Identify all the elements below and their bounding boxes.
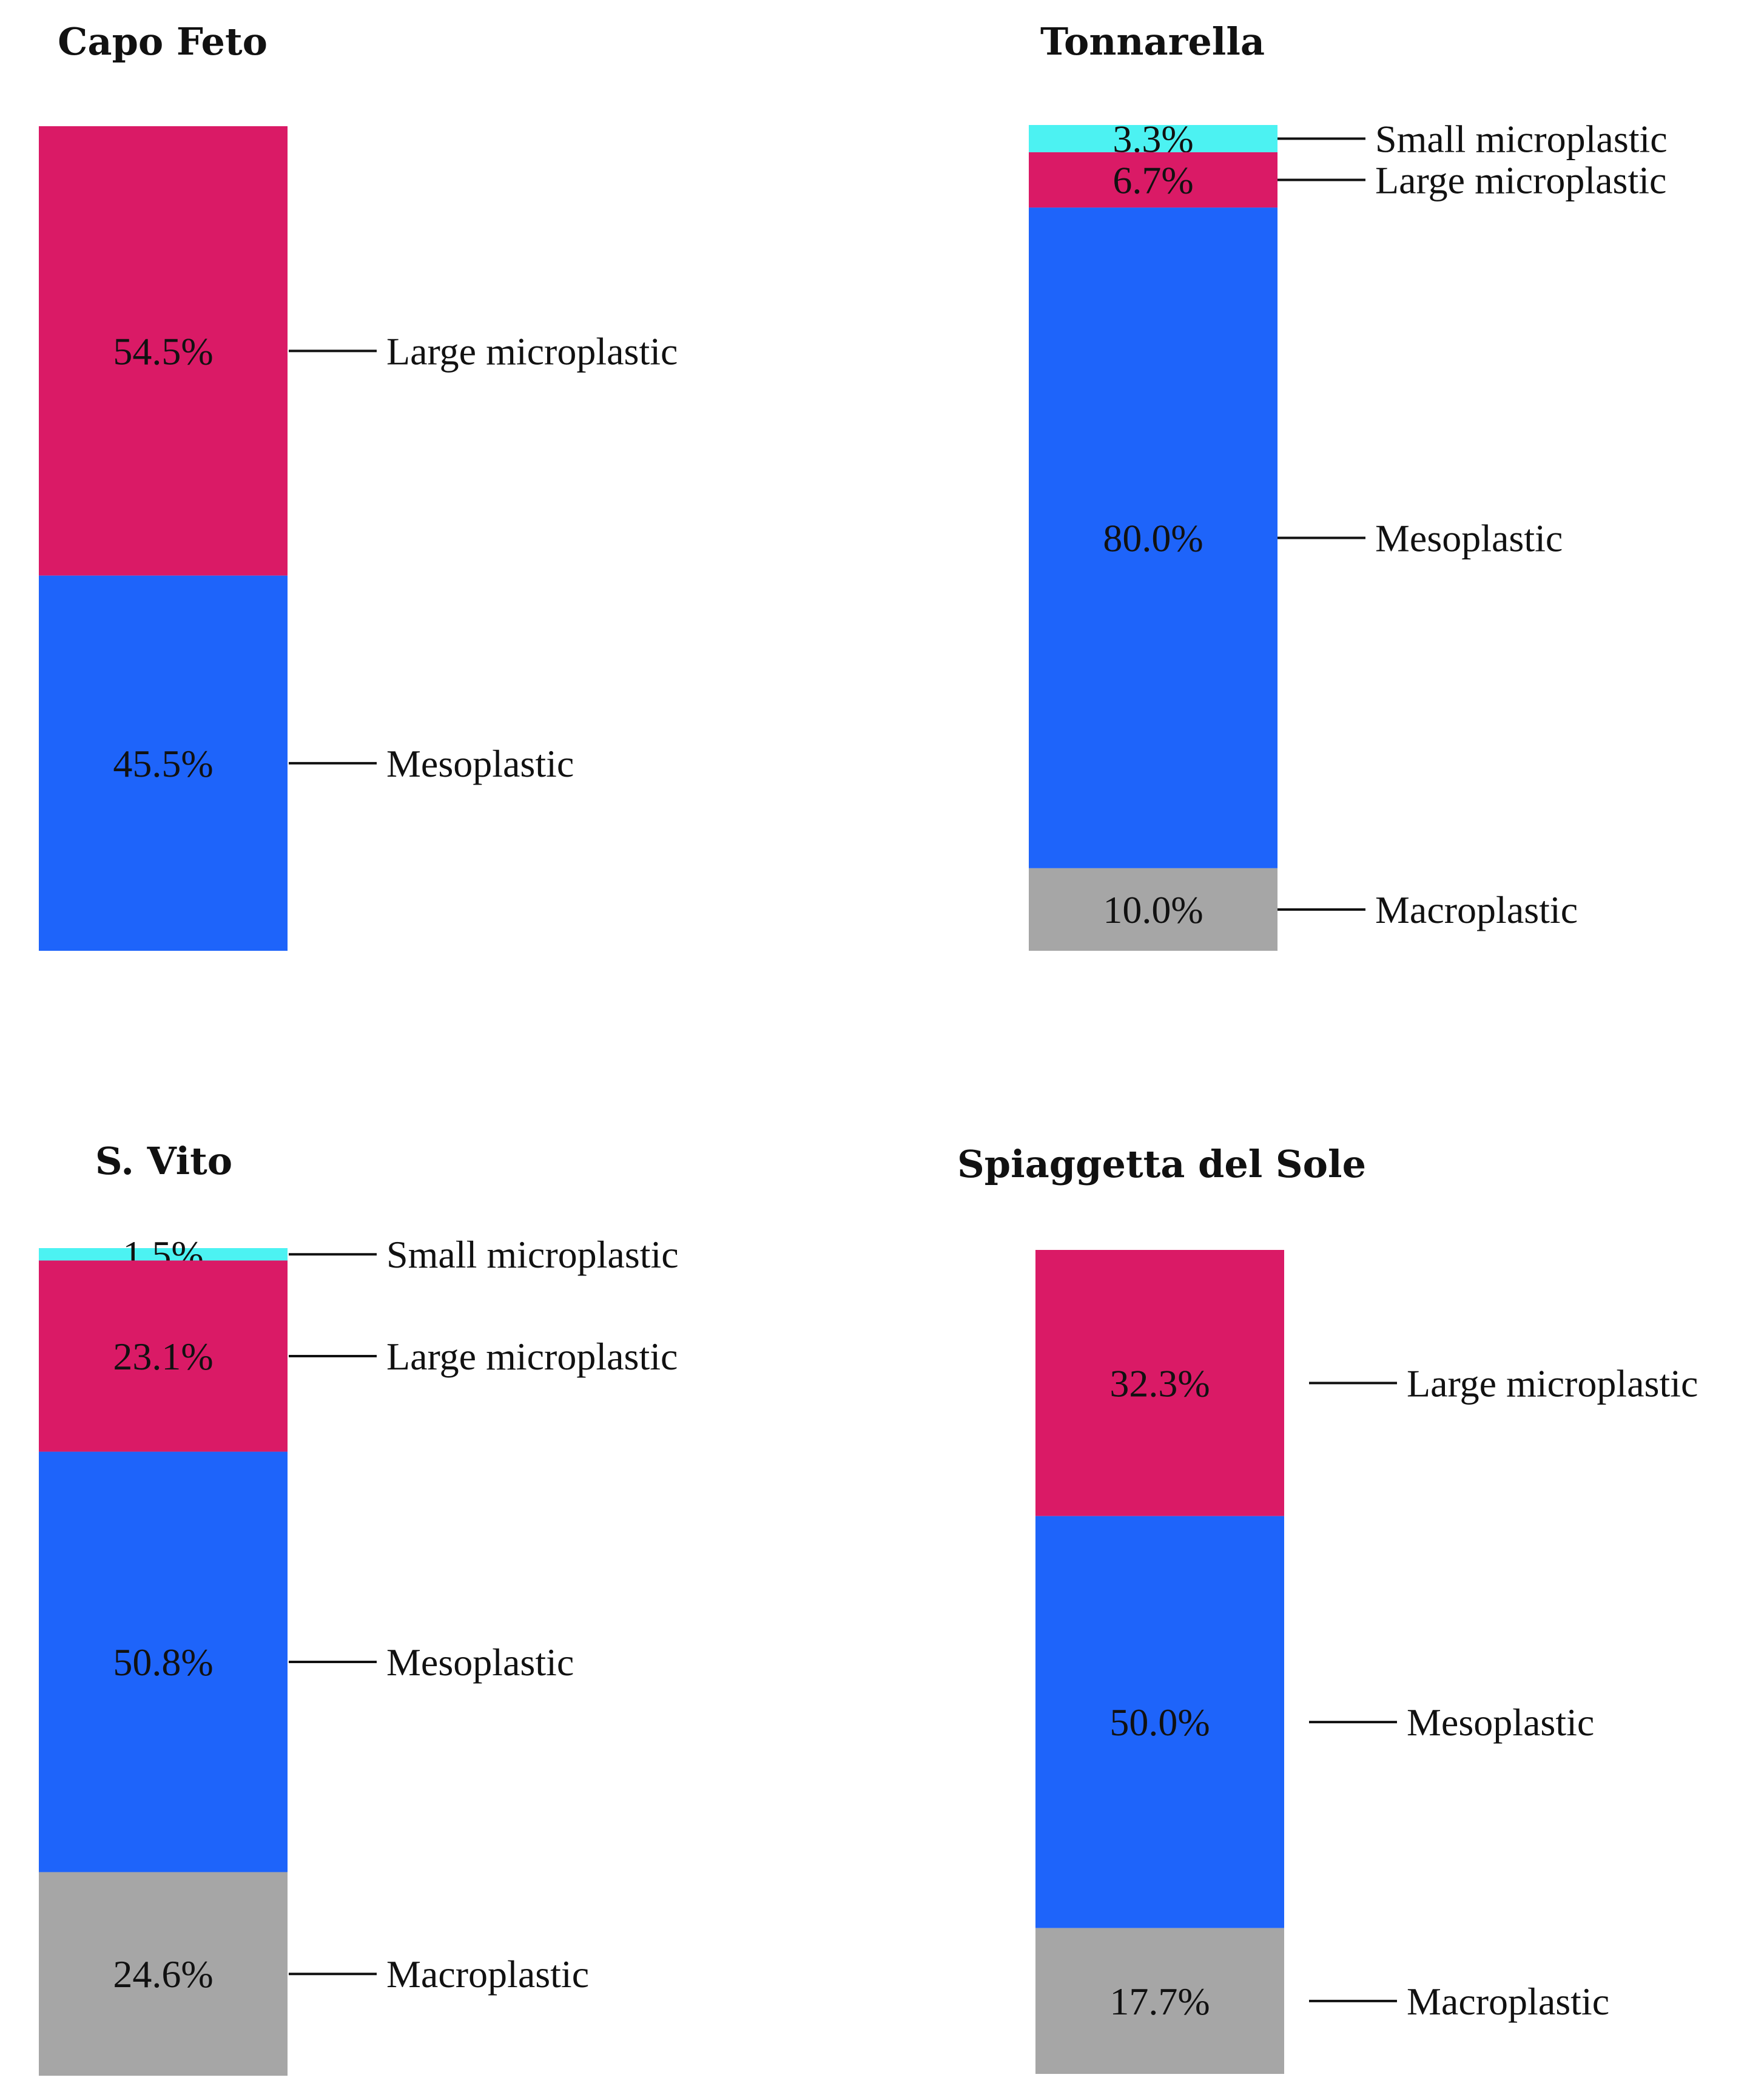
tonnarella-category-label-large-microplastic: Large microplastic — [1375, 159, 1666, 202]
capo-feto-title: Capo Feto — [58, 19, 268, 64]
tonnarella-bar-segment-large-microplastic — [1029, 152, 1277, 208]
tonnarella-value-label-large-microplastic: 6.7% — [1112, 159, 1193, 202]
spiaggetta-del-sole-title: Spiaggetta del Sole — [957, 1142, 1366, 1186]
tonnarella-category-label-small-microplastic: Small microplastic — [1375, 117, 1668, 160]
spiaggetta-del-sole-bar-segment-large-microplastic — [1035, 1250, 1284, 1516]
capo-feto-value-label-mesoplastic: 45.5% — [113, 742, 213, 785]
tonnarella-bar-segment-mesoplastic — [1029, 208, 1277, 868]
capo-feto-value-label-large-microplastic: 54.5% — [113, 329, 213, 373]
spiaggetta-del-sole-bar-segment-mesoplastic — [1035, 1516, 1284, 1928]
tonnarella-category-label-macroplastic: Macroplastic — [1375, 888, 1578, 931]
s-vito-value-label-large-microplastic: 23.1% — [113, 1335, 213, 1378]
tonnarella-value-label-macroplastic: 10.0% — [1103, 888, 1203, 931]
spiaggetta-del-sole-bar-segment-macroplastic — [1035, 1928, 1284, 2074]
s-vito-value-label-macroplastic: 24.6% — [113, 1953, 213, 1996]
spiaggetta-del-sole-category-label-large-microplastic: Large microplastic — [1407, 1362, 1698, 1405]
s-vito-value-label-mesoplastic: 50.8% — [113, 1641, 213, 1684]
s-vito-category-label-macroplastic: Macroplastic — [386, 1953, 589, 1996]
spiaggetta-del-sole-value-label-mesoplastic: 50.0% — [1109, 1701, 1210, 1744]
spiaggetta-del-sole-value-label-macroplastic: 17.7% — [1109, 1980, 1210, 2023]
s-vito-category-label-small-microplastic: Small microplastic — [386, 1233, 679, 1276]
tonnarella-bar-segment-macroplastic — [1029, 868, 1277, 951]
tonnarella-title: Tonnarella — [1040, 19, 1265, 64]
tonnarella-bar-segment-small-microplastic — [1029, 125, 1277, 152]
s-vito-bar-segment-large-microplastic — [39, 1260, 288, 1452]
s-vito-bar-segment-mesoplastic — [39, 1451, 288, 1872]
capo-feto-bar-segment-mesoplastic — [39, 575, 288, 951]
tonnarella-category-label-mesoplastic: Mesoplastic — [1375, 517, 1563, 560]
capo-feto-category-label-large-microplastic: Large microplastic — [386, 329, 678, 373]
s-vito-bar-segment-small-microplastic — [39, 1248, 288, 1261]
s-vito-bar-segment-macroplastic — [39, 1872, 288, 2076]
s-vito-category-label-mesoplastic: Mesoplastic — [386, 1641, 574, 1684]
spiaggetta-del-sole-category-label-macroplastic: Macroplastic — [1407, 1980, 1609, 2023]
spiaggetta-del-sole-category-label-mesoplastic: Mesoplastic — [1407, 1701, 1594, 1744]
s-vito-category-label-large-microplastic: Large microplastic — [386, 1335, 678, 1378]
capo-feto-category-label-mesoplastic: Mesoplastic — [386, 742, 574, 785]
spiaggetta-del-sole-value-label-large-microplastic: 32.3% — [1109, 1362, 1210, 1405]
tonnarella-value-label-mesoplastic: 80.0% — [1103, 517, 1203, 560]
s-vito-title: S. Vito — [95, 1139, 232, 1183]
capo-feto-bar-segment-large-microplastic — [39, 126, 288, 576]
